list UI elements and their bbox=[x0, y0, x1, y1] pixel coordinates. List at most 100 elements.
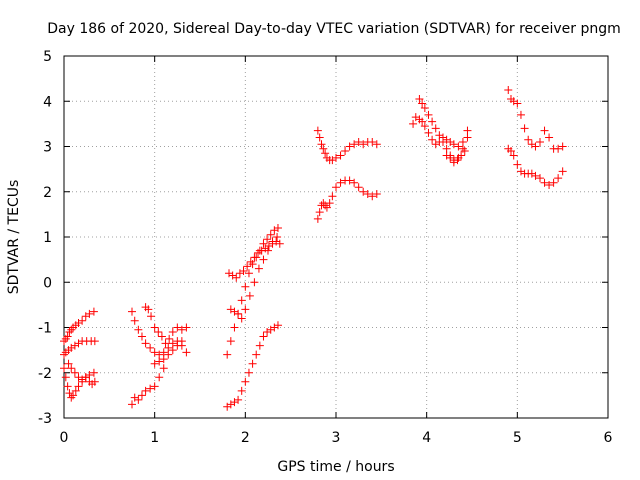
data-point bbox=[449, 140, 458, 149]
data-point bbox=[164, 350, 173, 359]
data-point bbox=[363, 190, 372, 199]
data-point bbox=[150, 348, 159, 357]
data-point bbox=[513, 99, 522, 108]
data-point bbox=[159, 364, 168, 373]
series-arc-j bbox=[223, 321, 282, 411]
series-arc-o bbox=[409, 113, 472, 151]
y-tick-labels: -3 -2 -1 0 1 2 3 4 5 bbox=[38, 49, 52, 427]
data-point bbox=[540, 178, 549, 187]
data-point bbox=[354, 137, 363, 146]
data-point bbox=[520, 124, 529, 133]
data-point bbox=[237, 314, 246, 323]
data-point bbox=[313, 126, 322, 135]
data-point bbox=[418, 117, 427, 126]
data-point bbox=[64, 359, 73, 368]
data-point bbox=[78, 316, 87, 325]
data-point bbox=[89, 368, 98, 377]
series-arc-f bbox=[128, 364, 168, 409]
data-point bbox=[230, 323, 239, 332]
data-point bbox=[545, 133, 554, 142]
data-point bbox=[341, 147, 350, 156]
data-point bbox=[61, 373, 70, 382]
data-point bbox=[545, 180, 554, 189]
y-tick-label: -2 bbox=[38, 366, 52, 382]
y-tick-label: -1 bbox=[38, 321, 52, 337]
series-arc-b bbox=[60, 337, 99, 359]
data-point bbox=[458, 137, 467, 146]
data-point bbox=[173, 323, 182, 332]
data-point bbox=[446, 153, 455, 162]
data-point bbox=[315, 133, 324, 142]
data-point bbox=[90, 337, 99, 346]
y-tick-label: 1 bbox=[43, 230, 52, 246]
data-point bbox=[554, 174, 563, 183]
data-point bbox=[454, 142, 463, 151]
data-point bbox=[182, 348, 191, 357]
data-point bbox=[69, 391, 78, 400]
data-point bbox=[157, 332, 166, 341]
data-point bbox=[164, 343, 173, 352]
data-point bbox=[536, 174, 544, 183]
data-point bbox=[155, 357, 164, 366]
data-point bbox=[435, 131, 444, 140]
data-point bbox=[350, 178, 359, 187]
data-point bbox=[275, 239, 284, 248]
data-point bbox=[161, 339, 170, 348]
data-point bbox=[409, 119, 418, 128]
data-point bbox=[237, 296, 246, 305]
data-point bbox=[182, 323, 191, 332]
series-arc-m bbox=[313, 126, 381, 165]
series-arc-l bbox=[226, 233, 282, 323]
data-point bbox=[273, 321, 282, 330]
series-arc-g bbox=[141, 303, 191, 348]
data-point bbox=[372, 140, 381, 149]
data-point bbox=[319, 144, 328, 153]
y-tick-label: 0 bbox=[43, 275, 52, 291]
data-point bbox=[128, 400, 136, 409]
data-point bbox=[264, 246, 272, 255]
data-point bbox=[232, 273, 241, 282]
data-point bbox=[273, 233, 282, 241]
data-point bbox=[506, 147, 515, 156]
data-point bbox=[554, 144, 563, 153]
data-point bbox=[250, 253, 259, 262]
data-point bbox=[234, 309, 243, 318]
data-point bbox=[144, 305, 153, 314]
data-point bbox=[137, 391, 146, 400]
x-tick-label: 0 bbox=[60, 430, 69, 446]
data-point bbox=[177, 337, 186, 346]
data-point bbox=[463, 126, 472, 135]
data-point bbox=[250, 278, 259, 287]
data-point bbox=[141, 386, 150, 395]
data-point bbox=[513, 160, 522, 169]
x-tick-label: 6 bbox=[604, 430, 613, 446]
data-point bbox=[431, 124, 440, 133]
y-tick-label: -3 bbox=[38, 411, 52, 427]
data-point bbox=[549, 178, 558, 187]
series-arc-q bbox=[442, 147, 469, 167]
data-point bbox=[226, 337, 235, 346]
data-point bbox=[420, 104, 429, 113]
data-point bbox=[531, 142, 540, 151]
data-point bbox=[237, 386, 246, 395]
data-point bbox=[248, 359, 257, 368]
data-point bbox=[536, 137, 544, 146]
data-point bbox=[415, 94, 424, 103]
data-point bbox=[263, 235, 272, 244]
data-point bbox=[420, 122, 429, 131]
data-point bbox=[442, 144, 451, 153]
data-point bbox=[259, 332, 268, 341]
data-point bbox=[159, 355, 168, 364]
data-point bbox=[273, 223, 282, 232]
y-tick-label: 4 bbox=[43, 94, 52, 110]
data-point bbox=[155, 373, 164, 382]
data-point bbox=[531, 171, 540, 180]
data-point bbox=[155, 350, 164, 359]
data-point bbox=[345, 176, 354, 185]
data-point bbox=[150, 359, 159, 368]
data-point bbox=[424, 128, 433, 137]
data-point bbox=[134, 325, 143, 334]
data-point bbox=[150, 382, 159, 391]
data-point bbox=[332, 183, 340, 192]
